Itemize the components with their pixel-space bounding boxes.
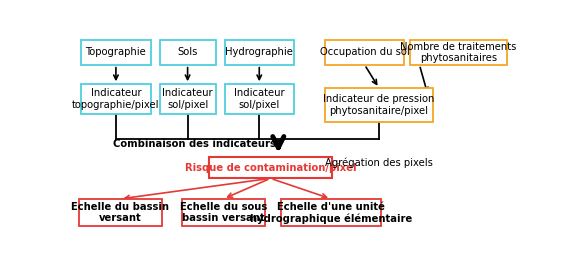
FancyBboxPatch shape: [182, 199, 265, 227]
FancyBboxPatch shape: [225, 84, 294, 114]
FancyBboxPatch shape: [325, 88, 433, 122]
Text: Sols: Sols: [177, 47, 198, 57]
FancyBboxPatch shape: [410, 40, 507, 65]
FancyBboxPatch shape: [225, 40, 294, 65]
FancyBboxPatch shape: [160, 84, 216, 114]
FancyBboxPatch shape: [160, 40, 216, 65]
FancyBboxPatch shape: [81, 84, 151, 114]
FancyBboxPatch shape: [209, 157, 332, 178]
Text: Occupation du sol: Occupation du sol: [320, 47, 409, 57]
Text: Risque de contamination/pixel: Risque de contamination/pixel: [185, 163, 356, 173]
Text: Combinaison des indicateurs: Combinaison des indicateurs: [113, 139, 276, 148]
Text: Echelle du sous
bassin versant: Echelle du sous bassin versant: [180, 202, 267, 223]
FancyBboxPatch shape: [280, 199, 381, 227]
Text: Nombre de traitements
phytosanitaires: Nombre de traitements phytosanitaires: [401, 41, 517, 63]
Text: Indicateur
topographie/pixel: Indicateur topographie/pixel: [72, 88, 160, 110]
Text: Indicateur
sol/pixel: Indicateur sol/pixel: [162, 88, 213, 110]
Text: Indicateur de pression
phytosanitaire/pixel: Indicateur de pression phytosanitaire/pi…: [324, 94, 435, 116]
FancyBboxPatch shape: [81, 40, 151, 65]
Text: Topographie: Topographie: [86, 47, 146, 57]
FancyBboxPatch shape: [325, 40, 403, 65]
Text: Agrégation des pixels: Agrégation des pixels: [325, 158, 434, 168]
Text: Hydrographie: Hydrographie: [225, 47, 293, 57]
Text: Echelle d'une unité
hydrographique élémentaire: Echelle d'une unité hydrographique éléme…: [250, 202, 412, 224]
FancyBboxPatch shape: [79, 199, 162, 227]
Text: Echelle du bassin
versant: Echelle du bassin versant: [72, 202, 169, 223]
Text: Indicateur
sol/pixel: Indicateur sol/pixel: [234, 88, 284, 110]
